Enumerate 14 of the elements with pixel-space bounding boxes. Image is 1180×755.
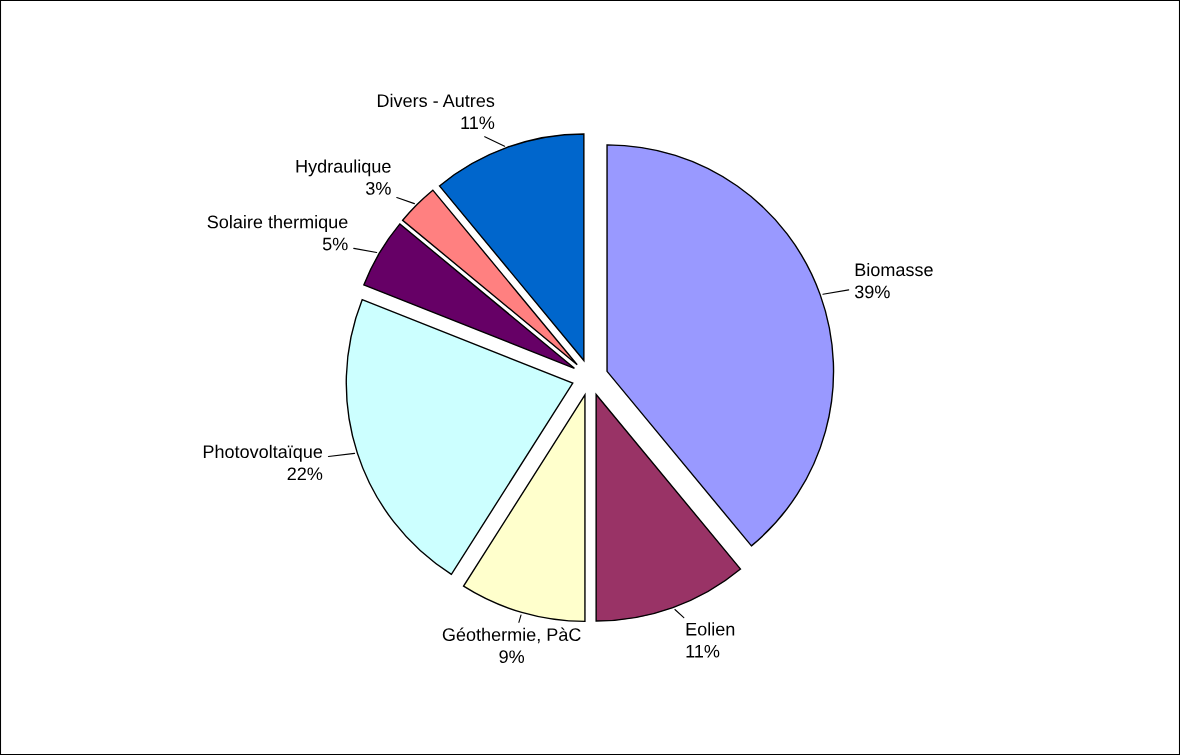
data-label: 5% <box>322 237 348 251</box>
slice-label: Solaire thermique <box>207 215 348 232</box>
data-label: 11% <box>461 116 495 130</box>
data-label: 22% <box>287 467 323 481</box>
data-label: 11% <box>686 644 720 658</box>
data-label: 39% <box>854 285 890 299</box>
slice-label: Eolien <box>686 622 735 636</box>
data-label: 9% <box>499 650 525 664</box>
slice-label: Hydraulique <box>296 159 391 177</box>
legend-label: Photovoltaïque <box>203 444 323 462</box>
slice-label: Divers - Autres <box>377 93 495 108</box>
slice-label: Géothermie, PàC <box>442 627 581 644</box>
data-label: 3% <box>365 182 391 195</box>
slice-label: Biomasse <box>855 262 933 277</box>
